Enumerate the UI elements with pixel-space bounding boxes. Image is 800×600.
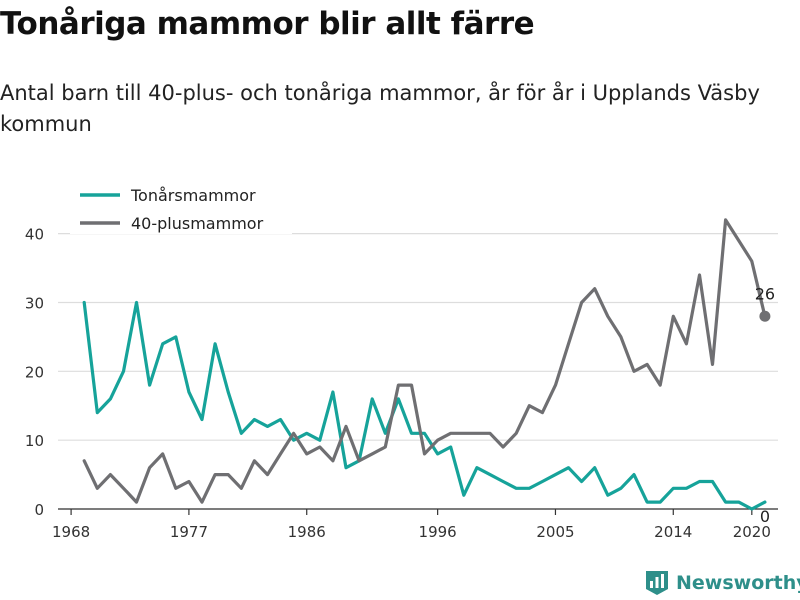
x-tick-label: 1977 [170, 523, 208, 541]
chart-subtitle: Antal barn till 40-plus- och tonåriga ma… [0, 81, 760, 136]
y-tick-label: 20 [25, 363, 44, 381]
x-tick-label: 2005 [536, 523, 574, 541]
newsworthy-logo: Newsworthy [644, 568, 800, 598]
y-tick-label: 40 [25, 226, 44, 244]
legend-background [70, 208, 292, 234]
end-label-teen: 0 [760, 507, 770, 526]
y-tick-label: 0 [34, 501, 44, 519]
legend-background [70, 180, 292, 206]
end-point-plus40 [759, 310, 771, 322]
end-label-plus40: 26 [755, 284, 775, 303]
newsworthy-logo-text: Newsworthy [676, 572, 800, 594]
x-tick-label: 2020 [733, 523, 771, 541]
x-tick-label: 2014 [654, 523, 692, 541]
legend-label-plus40: 40-plusmammor [131, 214, 264, 233]
series-line-plus40 [82, 218, 767, 504]
series-lines: 26 0 [82, 218, 775, 526]
newsworthy-logo-icon [646, 571, 668, 595]
y-tick-label: 30 [25, 294, 44, 312]
chart-title: Tonåriga mammor blir allt färre [0, 6, 535, 42]
legend-label-teen: Tonårsmammor [130, 186, 256, 205]
x-tick-label: 1986 [288, 523, 326, 541]
x-tick-label: 1996 [419, 523, 457, 541]
y-tick-label: 10 [25, 432, 44, 450]
legend: Tonårsmammor 40-plusmammor [70, 180, 292, 234]
gridlines [58, 233, 778, 510]
x-tick-label: 1968 [52, 523, 90, 541]
axes: 0 10 20 30 40 1968 1977 1986 1996 2005 2014 2020 [25, 226, 778, 541]
series-line-teen [82, 300, 767, 511]
